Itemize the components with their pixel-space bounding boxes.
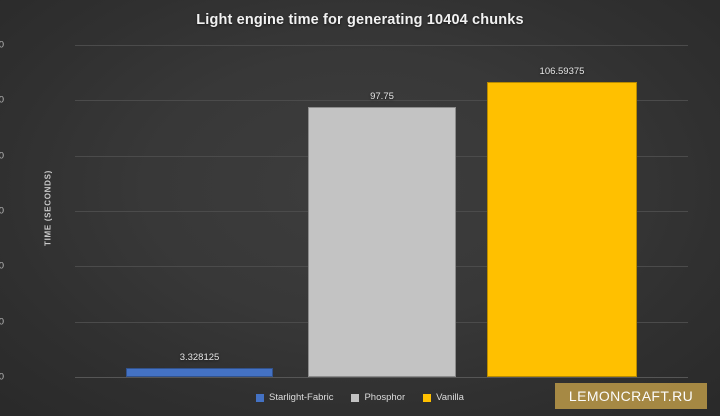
legend-item-starlight-fabric[interactable]: Starlight-Fabric	[256, 392, 333, 403]
watermark: LEMONCRAFT.RU	[555, 383, 707, 409]
legend-item-phosphor[interactable]: Phosphor	[351, 392, 405, 403]
bar-phosphor[interactable]: 97.75	[308, 91, 456, 377]
y-axis-tick-label: 40	[0, 260, 4, 272]
y-axis-tick-label: 0	[0, 371, 4, 383]
y-axis-label: TIME (SECONDS)	[43, 169, 53, 247]
legend-swatch-icon	[351, 393, 360, 402]
bar-value-label: 3.328125	[179, 351, 220, 363]
y-axis-tick-label: 60	[0, 205, 4, 217]
y-axis-tick-label: 120	[0, 39, 4, 51]
bar-value-label: 97.75	[370, 90, 394, 102]
bar-rect	[308, 106, 456, 377]
bar-rect	[126, 367, 273, 377]
y-axis-tick-label: 20	[0, 316, 4, 328]
legend-label: Phosphor	[364, 392, 406, 403]
plot-area: 0 20 40 60 80 100 120 3.328125 97.75 106.59375	[0, 40, 688, 383]
chart-title: Light engine time for generating 10404 c…	[196, 12, 524, 28]
legend-label: Vanilla	[436, 392, 464, 403]
legend-label: Starlight-Fabric	[269, 392, 334, 403]
legend-item-vanilla[interactable]: Vanilla	[423, 392, 464, 403]
legend-swatch-icon	[423, 393, 432, 402]
y-axis-tick-label: 100	[0, 94, 4, 106]
bar-value-label: 106.59375	[539, 66, 585, 78]
bar-vanilla[interactable]: 106.59375	[487, 66, 637, 377]
chart-legend: Starlight-Fabric Phosphor Vanilla	[0, 392, 720, 403]
gridline	[75, 377, 688, 378]
y-axis-tick-label: 80	[0, 150, 4, 162]
bar-starlight-fabric[interactable]: 3.328125	[126, 352, 273, 377]
legend-swatch-icon	[256, 393, 265, 402]
bar-rect	[487, 82, 637, 377]
gridline	[75, 45, 688, 46]
gridline	[75, 100, 688, 102]
